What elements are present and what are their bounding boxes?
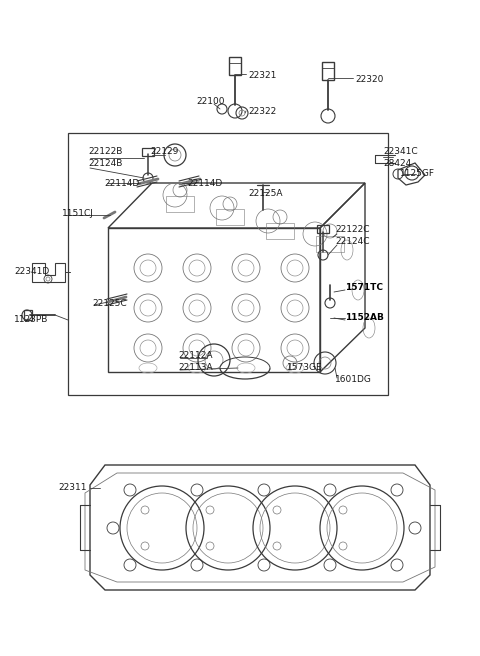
- Bar: [24, 310, 32, 320]
- Text: 1125GF: 1125GF: [400, 169, 435, 178]
- Text: 22311: 22311: [58, 483, 86, 493]
- Text: 22125C: 22125C: [92, 298, 127, 308]
- Text: 22113A: 22113A: [178, 363, 213, 373]
- Text: 22322: 22322: [248, 108, 276, 117]
- Text: 22114D: 22114D: [187, 178, 222, 188]
- Text: 28424: 28424: [383, 159, 411, 167]
- Bar: [316, 236, 344, 252]
- Bar: [266, 222, 294, 239]
- Text: 22125A: 22125A: [248, 188, 283, 197]
- Text: 1571TC: 1571TC: [345, 283, 383, 291]
- Text: 22321: 22321: [248, 70, 276, 79]
- Text: 22341C: 22341C: [383, 148, 418, 157]
- Text: 1152AB: 1152AB: [345, 314, 384, 323]
- Text: 22124C: 22124C: [335, 237, 370, 245]
- Text: 22100: 22100: [196, 96, 225, 106]
- Text: 1151CJ: 1151CJ: [62, 209, 94, 218]
- Bar: [142, 148, 154, 156]
- Text: 22112A: 22112A: [178, 352, 213, 361]
- Text: 22114D: 22114D: [104, 178, 139, 188]
- Bar: [317, 225, 329, 233]
- Text: 22341D: 22341D: [14, 268, 49, 276]
- Text: 22122C: 22122C: [335, 226, 370, 234]
- Text: 22124B: 22124B: [88, 159, 122, 167]
- Text: 1123PB: 1123PB: [14, 316, 48, 325]
- Bar: [216, 209, 244, 225]
- Bar: [229, 57, 241, 75]
- Text: 1601DG: 1601DG: [335, 375, 372, 384]
- Text: 1573GE: 1573GE: [287, 363, 323, 373]
- Text: 22122B: 22122B: [88, 148, 122, 157]
- Text: 22320: 22320: [355, 75, 384, 85]
- Bar: [68, 133, 388, 395]
- Bar: [166, 195, 194, 211]
- Text: 22129: 22129: [150, 148, 179, 157]
- Bar: [322, 62, 334, 80]
